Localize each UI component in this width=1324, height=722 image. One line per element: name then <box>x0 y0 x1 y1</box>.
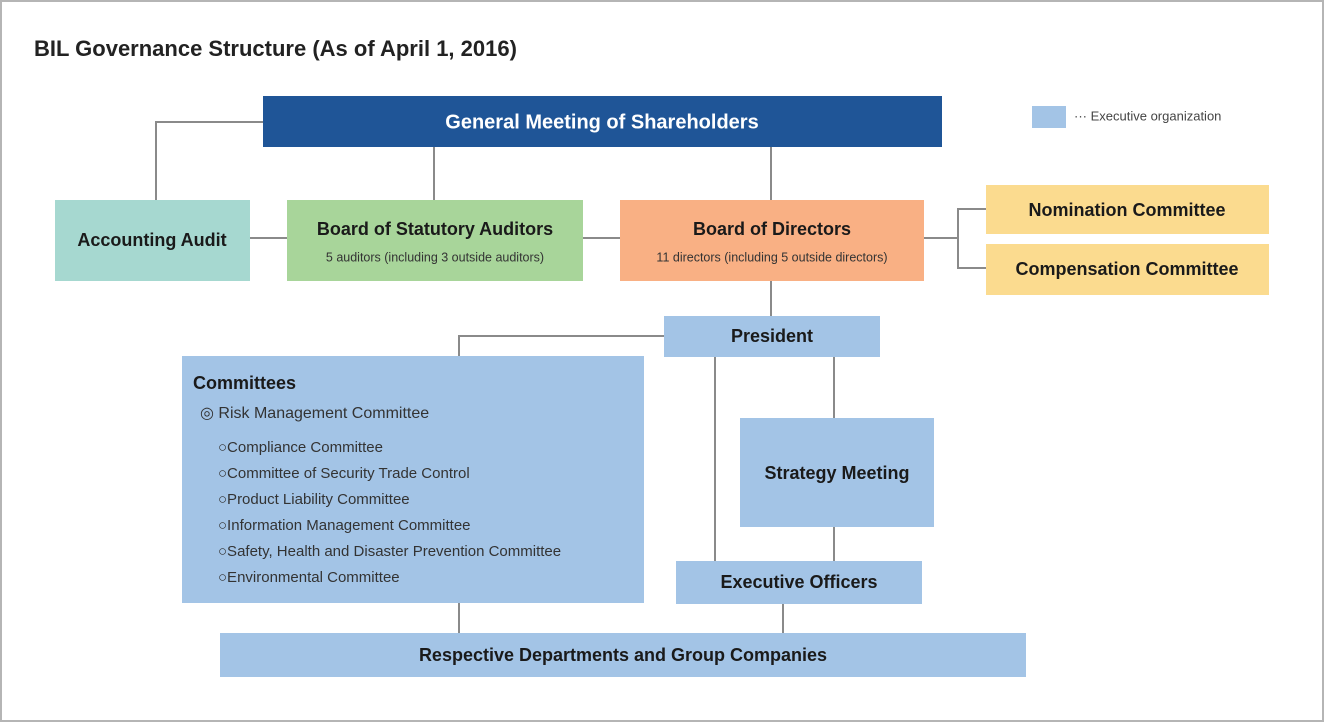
committee-item: ○Product Liability Committee <box>218 491 410 508</box>
node-sublabel: 5 auditors (including 3 outside auditors… <box>326 250 544 264</box>
node-box <box>740 418 934 527</box>
node-box <box>986 185 1269 234</box>
connectors <box>155 121 986 633</box>
node-box <box>287 200 583 281</box>
node-label: Strategy Meeting <box>764 463 909 483</box>
node-box <box>263 96 942 147</box>
committee-item: ○Safety, Health and Disaster Prevention … <box>218 543 561 560</box>
committees-box <box>182 356 644 603</box>
committee-item: ○Environmental Committee <box>218 569 400 586</box>
node-label: Respective Departments and Group Compani… <box>419 645 827 665</box>
node-label: Accounting Audit <box>77 230 226 250</box>
node-label: Executive Officers <box>720 572 877 592</box>
node-label: Compensation Committee <box>1015 259 1238 279</box>
node-box <box>55 200 250 281</box>
node-box <box>676 561 922 604</box>
legend-label: ··· Executive organization <box>1074 108 1221 123</box>
node-label: Board of Statutory Auditors <box>317 219 553 239</box>
committee-items: ○Compliance Committee ○Committee of Secur… <box>218 439 561 586</box>
legend-swatch <box>1032 106 1066 128</box>
committee-item: ○Information Management Committee <box>218 517 471 534</box>
node-box <box>986 244 1269 295</box>
node-label: President <box>731 326 813 346</box>
committee-item: ○Compliance Committee <box>218 439 383 456</box>
committees-main: ◎ Risk Management Committee <box>200 405 429 422</box>
node-label: Board of Directors <box>693 219 851 239</box>
node-box <box>620 200 924 281</box>
node-label: General Meeting of Shareholders <box>445 111 758 133</box>
node-box <box>220 633 1026 677</box>
title: BIL Governance Structure (As of April 1,… <box>34 36 517 61</box>
node-box <box>664 316 880 357</box>
node-label: Nomination Committee <box>1028 200 1225 220</box>
committees-title: Committees <box>193 373 296 393</box>
node-sublabel: 11 directors (including 5 outside direct… <box>656 250 887 264</box>
committee-item: ○Committee of Security Trade Control <box>218 465 470 482</box>
